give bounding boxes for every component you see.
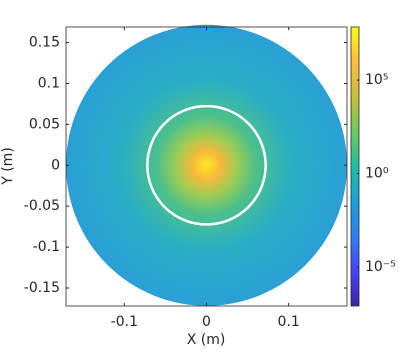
y-tick-label: 0.15 (29, 35, 60, 51)
x-tick-label: 0 (202, 314, 211, 330)
colorbar-tick-label: 10⁻⁵ (365, 259, 396, 275)
field-disc (66, 24, 347, 306)
x-tick-label: -0.1 (111, 314, 138, 330)
x-tick-label: 0.1 (278, 314, 300, 330)
y-tick-label: -0.1 (33, 239, 60, 255)
colorbar-tick-label: 10⁵ (365, 72, 388, 88)
colorbar (350, 26, 360, 307)
y-tick-label: -0.15 (24, 280, 60, 296)
y-tick-label: 0 (51, 157, 60, 173)
y-tick-label: 0.05 (29, 116, 60, 132)
x-axis-label: X (m) (187, 332, 226, 348)
y-tick-label: 0.1 (38, 75, 60, 91)
y-axis-label: Y (m) (0, 147, 16, 186)
annotation-circle (146, 104, 267, 226)
y-tick-label: -0.05 (24, 198, 60, 214)
colorbar-tick-label: 10⁰ (365, 165, 389, 181)
